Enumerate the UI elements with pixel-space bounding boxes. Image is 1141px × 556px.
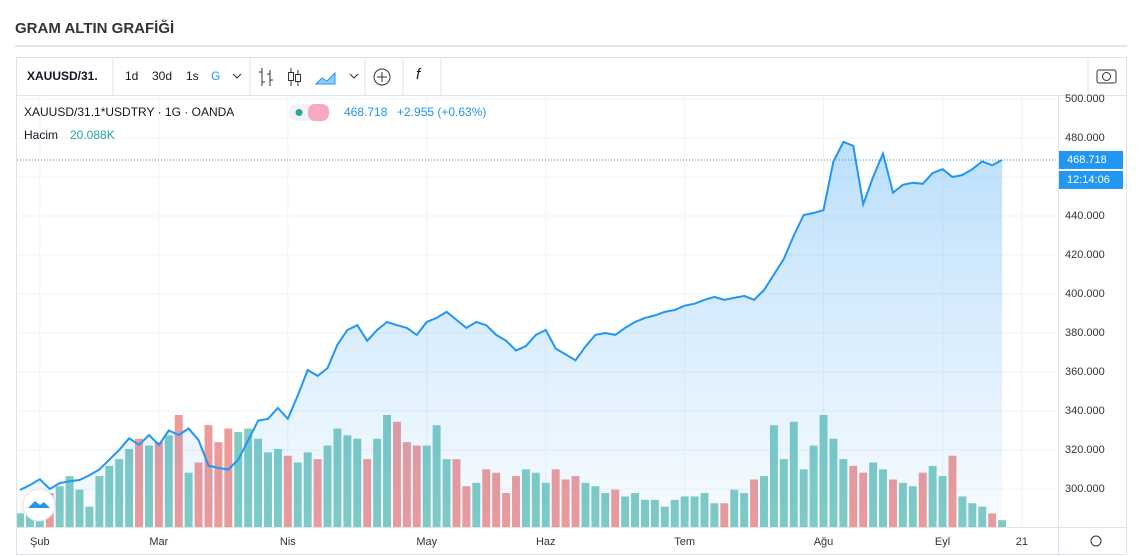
y-tick-label: 300.000 [1065, 483, 1105, 495]
x-tick-label: Şub [30, 536, 50, 548]
logo [28, 501, 50, 508]
page-title: GRAM ALTIN GRAFİĞİ [15, 19, 174, 37]
legend: XAUUSD/31.1*USDTRY · 1G · OANDA 468.718 … [24, 104, 486, 142]
legend-symbol: XAUUSD/31.1*USDTRY · 1G · OANDA [24, 105, 234, 119]
x-tick-label: Eyl [935, 536, 950, 548]
x-tick-label: Nis [280, 536, 296, 548]
clock-box [1059, 170, 1123, 189]
x-tick-label: 21 [1016, 536, 1028, 548]
x-tick-label: May [416, 536, 437, 548]
area [20, 141, 1003, 527]
price-line [19, 140, 1003, 491]
toolbar-symbol[interactable]: XAUUSD/31. [27, 69, 98, 83]
y-tick-label: 400.000 [1065, 288, 1105, 300]
range-button[interactable]: 1d [125, 69, 138, 83]
compare-icon [377, 72, 387, 82]
x-tick-label: Tem [674, 536, 695, 548]
compare-icon[interactable] [373, 68, 391, 86]
y-tick-label: 420.000 [1065, 249, 1105, 261]
legend-change: +2.955 (+0.63%) [397, 105, 486, 119]
candles-icon [295, 74, 301, 82]
x-tick-label: Haz [536, 536, 556, 548]
area-icon[interactable] [314, 71, 336, 85]
price-label-box [1059, 150, 1123, 169]
candles-icon [288, 72, 294, 81]
y-tick-label: 340.000 [1065, 405, 1105, 417]
chart-frame [16, 57, 1127, 555]
legend-value: 468.718 [344, 105, 388, 119]
x-tick-label: Mar [149, 536, 168, 548]
y-tick-label: 320.000 [1065, 444, 1105, 456]
settings-icon[interactable] [1090, 535, 1102, 547]
volume-legend-name: Hacim [24, 128, 58, 142]
y-tick-label: 360.000 [1065, 366, 1105, 378]
camera-icon [1102, 72, 1111, 81]
price-label: 468.718 [1067, 154, 1107, 166]
volume-legend-value: 20.088K [70, 128, 115, 142]
dropdown-icon[interactable] [232, 73, 242, 79]
range-button[interactable]: 30d [152, 69, 172, 83]
y-tick-label: 480.000 [1065, 132, 1105, 144]
y-tick-label: 500.000 [1065, 93, 1105, 105]
y-tick-label: 440.000 [1065, 210, 1105, 222]
clock-label: 12:14:06 [1067, 174, 1110, 186]
camera-icon[interactable] [1096, 69, 1117, 84]
indicator-icon[interactable]: f [416, 66, 422, 83]
status-badge [308, 104, 329, 121]
bars-icon[interactable] [259, 68, 273, 86]
y-tick-label: 380.000 [1065, 327, 1105, 339]
toolbar: XAUUSD/31. 1d 30d 1s G f [27, 58, 1117, 95]
range-button[interactable]: 1s [186, 69, 199, 83]
range-button[interactable]: G [211, 69, 220, 83]
dropdown-icon[interactable] [349, 73, 359, 79]
x-tick-label: Ağu [814, 536, 834, 548]
status-dot [295, 109, 303, 116]
